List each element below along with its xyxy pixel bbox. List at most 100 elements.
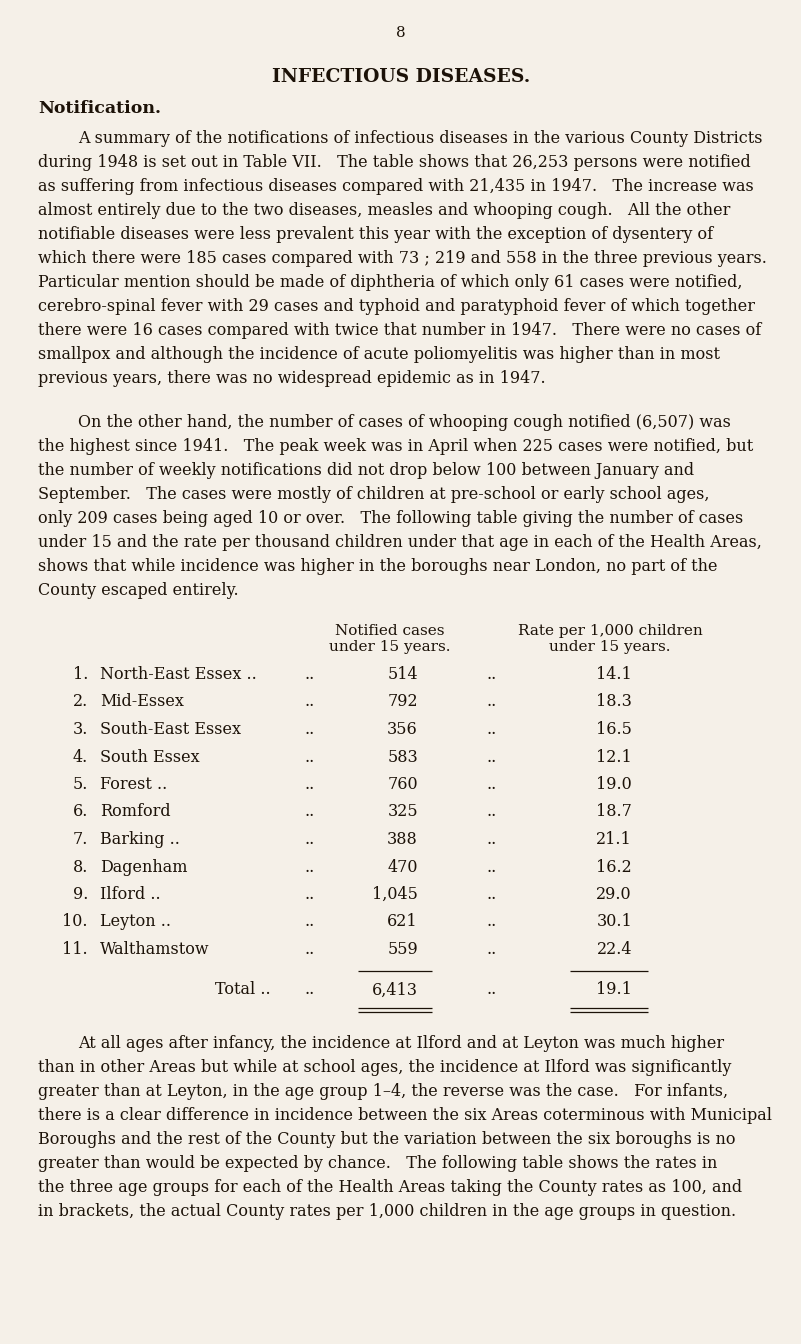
Text: 11.: 11. bbox=[62, 941, 88, 958]
Text: Boroughs and the rest of the County but the variation between the six boroughs i: Boroughs and the rest of the County but … bbox=[38, 1132, 735, 1149]
Text: as suffering from infectious diseases compared with 21,435 in 1947.   The increa: as suffering from infectious diseases co… bbox=[38, 177, 754, 195]
Text: INFECTIOUS DISEASES.: INFECTIOUS DISEASES. bbox=[272, 69, 530, 86]
Text: ..: .. bbox=[305, 775, 315, 793]
Text: ..: .. bbox=[487, 667, 497, 683]
Text: South Essex: South Essex bbox=[100, 749, 199, 766]
Text: 388: 388 bbox=[387, 831, 418, 848]
Text: ..: .. bbox=[487, 981, 497, 999]
Text: 6,413: 6,413 bbox=[372, 981, 418, 999]
Text: ..: .. bbox=[487, 914, 497, 930]
Text: ..: .. bbox=[305, 694, 315, 711]
Text: Dagenham: Dagenham bbox=[100, 859, 187, 875]
Text: ..: .. bbox=[487, 831, 497, 848]
Text: Notified cases: Notified cases bbox=[336, 624, 445, 638]
Text: shows that while incidence was higher in the boroughs near London, no part of th: shows that while incidence was higher in… bbox=[38, 558, 718, 575]
Text: 30.1: 30.1 bbox=[596, 914, 632, 930]
Text: 760: 760 bbox=[388, 775, 418, 793]
Text: ..: .. bbox=[487, 775, 497, 793]
Text: the number of weekly notifications did not drop below 100 between January and: the number of weekly notifications did n… bbox=[38, 462, 694, 478]
Text: Romford: Romford bbox=[100, 804, 171, 820]
Text: greater than at Leyton, in the age group 1–4, the reverse was the case.   For in: greater than at Leyton, in the age group… bbox=[38, 1083, 728, 1101]
Text: 29.0: 29.0 bbox=[597, 886, 632, 903]
Text: ..: .. bbox=[305, 859, 315, 875]
Text: Barking ..: Barking .. bbox=[100, 831, 180, 848]
Text: 325: 325 bbox=[388, 804, 418, 820]
Text: 792: 792 bbox=[388, 694, 418, 711]
Text: 7.: 7. bbox=[73, 831, 88, 848]
Text: ..: .. bbox=[305, 941, 315, 958]
Text: South-East Essex: South-East Essex bbox=[100, 720, 241, 738]
Text: there is a clear difference in incidence between the six Areas coterminous with : there is a clear difference in incidence… bbox=[38, 1107, 772, 1125]
Text: ..: .. bbox=[305, 981, 315, 999]
Text: notifiable diseases were less prevalent this year with the exception of dysenter: notifiable diseases were less prevalent … bbox=[38, 226, 713, 243]
Text: only 209 cases being aged 10 or over.   The following table giving the number of: only 209 cases being aged 10 or over. Th… bbox=[38, 509, 743, 527]
Text: 18.3: 18.3 bbox=[596, 694, 632, 711]
Text: 14.1: 14.1 bbox=[596, 667, 632, 683]
Text: On the other hand, the number of cases of whooping cough notified (6,507) was: On the other hand, the number of cases o… bbox=[78, 414, 731, 431]
Text: Rate per 1,000 children: Rate per 1,000 children bbox=[517, 624, 702, 638]
Text: under 15 years.: under 15 years. bbox=[549, 640, 670, 655]
Text: 6.: 6. bbox=[73, 804, 88, 820]
Text: 10.: 10. bbox=[62, 914, 88, 930]
Text: there were 16 cases compared with twice that number in 1947.   There were no cas: there were 16 cases compared with twice … bbox=[38, 323, 761, 339]
Text: smallpox and although the incidence of acute poliomyelitis was higher than in mo: smallpox and although the incidence of a… bbox=[38, 345, 720, 363]
Text: cerebro-spinal fever with 29 cases and typhoid and paratyphoid fever of which to: cerebro-spinal fever with 29 cases and t… bbox=[38, 298, 755, 314]
Text: Total ..: Total .. bbox=[215, 981, 271, 999]
Text: 22.4: 22.4 bbox=[597, 941, 632, 958]
Text: greater than would be expected by chance.   The following table shows the rates : greater than would be expected by chance… bbox=[38, 1156, 718, 1172]
Text: ..: .. bbox=[487, 804, 497, 820]
Text: 470: 470 bbox=[388, 859, 418, 875]
Text: ..: .. bbox=[305, 804, 315, 820]
Text: 12.1: 12.1 bbox=[596, 749, 632, 766]
Text: 8: 8 bbox=[396, 26, 406, 40]
Text: Leyton ..: Leyton .. bbox=[100, 914, 171, 930]
Text: the three age groups for each of the Health Areas taking the County rates as 100: the three age groups for each of the Hea… bbox=[38, 1180, 742, 1196]
Text: 21.1: 21.1 bbox=[596, 831, 632, 848]
Text: 356: 356 bbox=[387, 720, 418, 738]
Text: ..: .. bbox=[487, 749, 497, 766]
Text: 16.2: 16.2 bbox=[596, 859, 632, 875]
Text: ..: .. bbox=[305, 914, 315, 930]
Text: 19.1: 19.1 bbox=[596, 981, 632, 999]
Text: previous years, there was no widespread epidemic as in 1947.: previous years, there was no widespread … bbox=[38, 370, 545, 387]
Text: than in other Areas but while at school ages, the incidence at Ilford was signif: than in other Areas but while at school … bbox=[38, 1059, 731, 1077]
Text: County escaped entirely.: County escaped entirely. bbox=[38, 582, 239, 599]
Text: 2.: 2. bbox=[73, 694, 88, 711]
Text: 8.: 8. bbox=[73, 859, 88, 875]
Text: the highest since 1941.   The peak week was in April when 225 cases were notifie: the highest since 1941. The peak week wa… bbox=[38, 438, 753, 456]
Text: North-East Essex ..: North-East Essex .. bbox=[100, 667, 257, 683]
Text: ..: .. bbox=[305, 720, 315, 738]
Text: Forest ..: Forest .. bbox=[100, 775, 167, 793]
Text: 5.: 5. bbox=[73, 775, 88, 793]
Text: during 1948 is set out in Table VII.   The table shows that 26,253 persons were : during 1948 is set out in Table VII. The… bbox=[38, 155, 751, 171]
Text: ..: .. bbox=[487, 886, 497, 903]
Text: ..: .. bbox=[305, 886, 315, 903]
Text: Particular mention should be made of diphtheria of which only 61 cases were noti: Particular mention should be made of dip… bbox=[38, 274, 743, 292]
Text: 621: 621 bbox=[388, 914, 418, 930]
Text: A summary of the notifications of infectious diseases in the various County Dist: A summary of the notifications of infect… bbox=[78, 130, 763, 146]
Text: 514: 514 bbox=[388, 667, 418, 683]
Text: Mid-Essex: Mid-Essex bbox=[100, 694, 184, 711]
Text: 19.0: 19.0 bbox=[596, 775, 632, 793]
Text: 9.: 9. bbox=[73, 886, 88, 903]
Text: September.   The cases were mostly of children at pre-school or early school age: September. The cases were mostly of chil… bbox=[38, 487, 710, 503]
Text: ..: .. bbox=[487, 720, 497, 738]
Text: which there were 185 cases compared with 73 ; 219 and 558 in the three previous : which there were 185 cases compared with… bbox=[38, 250, 767, 267]
Text: under 15 and the rate per thousand children under that age in each of the Health: under 15 and the rate per thousand child… bbox=[38, 534, 762, 551]
Text: 4.: 4. bbox=[73, 749, 88, 766]
Text: At all ages after infancy, the incidence at Ilford and at Leyton was much higher: At all ages after infancy, the incidence… bbox=[78, 1035, 724, 1052]
Text: ..: .. bbox=[487, 859, 497, 875]
Text: 1.: 1. bbox=[73, 667, 88, 683]
Text: 3.: 3. bbox=[73, 720, 88, 738]
Text: ..: .. bbox=[487, 941, 497, 958]
Text: in brackets, the actual County rates per 1,000 children in the age groups in que: in brackets, the actual County rates per… bbox=[38, 1203, 736, 1220]
Text: Ilford ..: Ilford .. bbox=[100, 886, 161, 903]
Text: ..: .. bbox=[305, 831, 315, 848]
Text: 583: 583 bbox=[387, 749, 418, 766]
Text: 18.7: 18.7 bbox=[596, 804, 632, 820]
Text: 1,045: 1,045 bbox=[372, 886, 418, 903]
Text: 559: 559 bbox=[387, 941, 418, 958]
Text: Notification.: Notification. bbox=[38, 99, 161, 117]
Text: Walthamstow: Walthamstow bbox=[100, 941, 210, 958]
Text: ..: .. bbox=[305, 749, 315, 766]
